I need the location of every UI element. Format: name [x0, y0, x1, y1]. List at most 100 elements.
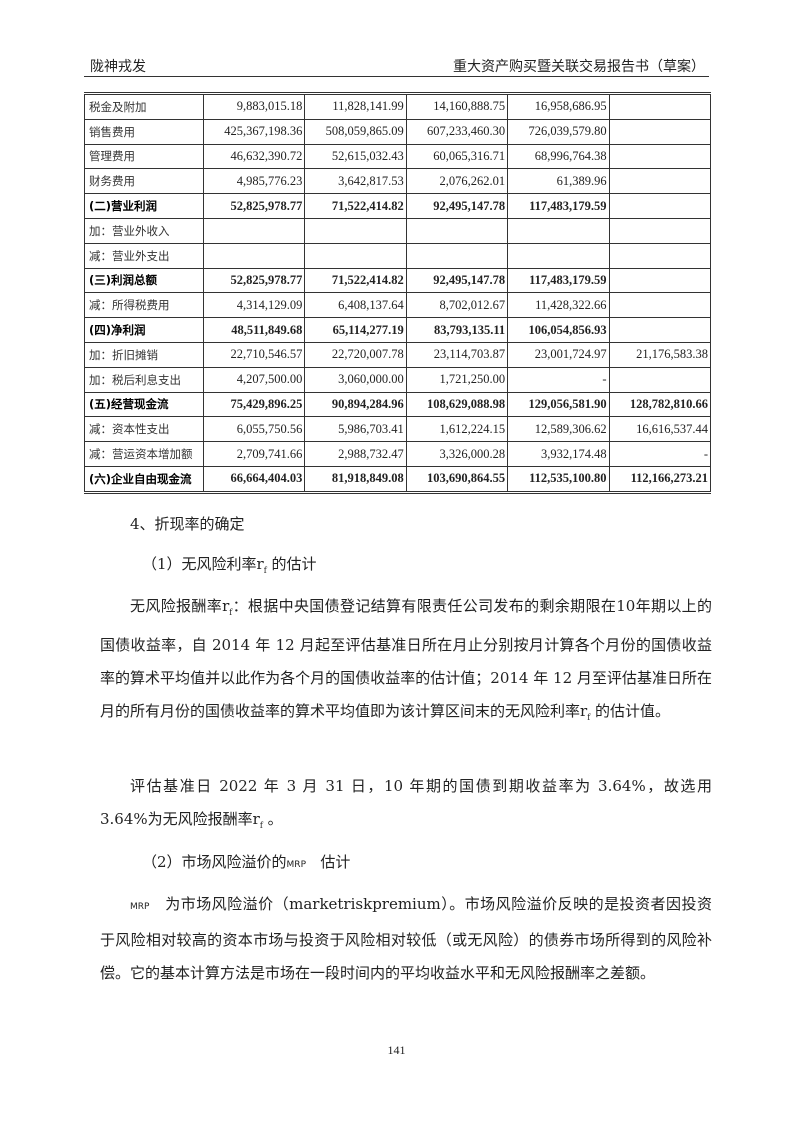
cash-flow-table: 税金及附加 9,883,015.18 11,828,141.99 14,160,888… [84, 92, 712, 494]
cell-value: 65,114,277.19 [304, 317, 407, 343]
row-label: (五)经营现金流 [84, 391, 204, 418]
row-label: (二)营业利润 [84, 193, 204, 219]
cell-value [608, 217, 712, 244]
table-row: 加：折旧摊销 22,710,546.57 22,720,007.78 23,114,7… [84, 341, 712, 368]
cell-value: 129,056,581.90 [507, 391, 610, 418]
paragraph: MRP 为市场风险溢价（marketriskpremium）。市场风险溢价反映的… [100, 895, 712, 982]
cell-value: 508,059,865.09 [304, 118, 407, 145]
row-label: 加：折旧摊销 [84, 341, 204, 368]
table-row: (五)经营现金流 75,429,896.25 90,894,284.96 108,62… [84, 391, 712, 418]
cell-value [405, 217, 509, 244]
table-row: 减：所得税费用 4,314,129.09 6,408,137.64 8,702,012… [84, 292, 712, 319]
cell-value [405, 242, 509, 269]
cell-value [608, 193, 712, 219]
row-label: (三)利润总额 [84, 267, 204, 294]
cell-value: - [608, 441, 712, 467]
cell-value: 92,495,147.78 [405, 193, 509, 219]
cell-value: 1,612,224.15 [405, 416, 509, 443]
cell-value: 52,615,032.43 [304, 143, 407, 170]
table-row: 减：资本性支出 6,055,750.56 5,986,703.41 1,612,224… [84, 416, 712, 443]
cell-value [608, 292, 712, 319]
cell-value [608, 267, 712, 294]
row-label: 减：营运资本增加额 [84, 441, 204, 467]
cell-value [304, 242, 407, 269]
cell-value: 3,642,817.53 [304, 168, 407, 195]
cell-value: 60,065,316.71 [405, 143, 509, 170]
cell-value: 128,782,810.66 [608, 391, 712, 418]
table-row: 加：税后利息支出 4,207,500.00 3,060,000.00 1,721,25… [84, 366, 712, 393]
cell-value: 6,408,137.64 [304, 292, 407, 319]
cell-value: 22,710,546.57 [202, 341, 306, 368]
cell-value [608, 317, 712, 343]
row-label: 减：营业外支出 [84, 242, 204, 269]
table-row: 销售费用 425,367,198.36 508,059,865.09 607,233,… [84, 118, 712, 145]
cell-value: 4,207,500.00 [202, 366, 306, 393]
cell-value: 4,985,776.23 [202, 168, 306, 195]
cell-value: 3,326,000.28 [405, 441, 509, 467]
cell-value [608, 93, 712, 120]
cell-value [202, 217, 306, 244]
row-label: 销售费用 [84, 118, 204, 145]
paragraph: 评估基准日 2022 年 3 月 31 日，10 年期的国债到期收益率为 3.6… [100, 777, 712, 830]
table-row: 减：营业外支出 [84, 242, 712, 269]
cell-value: 2,709,741.66 [202, 441, 306, 467]
cell-value: 9,883,015.18 [202, 93, 306, 120]
table-row: (四)净利润 48,511,849.68 65,114,277.19 83,793,1… [84, 317, 712, 343]
cell-value: 103,690,864.55 [405, 465, 509, 493]
cell-value: 3,060,000.00 [304, 366, 407, 393]
cell-value: 6,055,750.56 [202, 416, 306, 443]
cell-value [202, 242, 306, 269]
cell-value [608, 168, 712, 195]
table-row: (三)利润总额 52,825,978.77 71,522,414.82 92,495,… [84, 267, 712, 294]
table-row: 税金及附加 9,883,015.18 11,828,141.99 14,160,888… [84, 93, 712, 120]
row-label: 管理费用 [84, 143, 204, 170]
cell-value [608, 366, 712, 393]
cell-value [608, 242, 712, 269]
cell-value: 48,511,849.68 [202, 317, 306, 343]
cell-value: 71,522,414.82 [304, 193, 407, 219]
cell-value [507, 217, 610, 244]
cell-value: 3,932,174.48 [507, 441, 610, 467]
cell-value [608, 143, 712, 170]
cell-value: 81,918,849.08 [304, 465, 407, 493]
subsection-heading: （1）无风险利率rf 的估计 [142, 555, 317, 575]
cell-value: 66,664,404.03 [202, 465, 306, 493]
company-name: 陇神戎发 [90, 59, 146, 75]
cell-value: 52,825,978.77 [202, 267, 306, 294]
cell-value: 92,495,147.78 [405, 267, 509, 294]
cell-value: 5,986,703.41 [304, 416, 407, 443]
cell-value: 2,076,262.01 [405, 168, 509, 195]
row-label: 减：资本性支出 [84, 416, 204, 443]
row-label: 财务费用 [84, 168, 204, 195]
section-heading: 4、折现率的确定 [130, 515, 245, 533]
table-row: 管理费用 46,632,390.72 52,615,032.43 60,065,316… [84, 143, 712, 170]
page-header: 陇神戎发 重大资产购买暨关联交易报告书（草案） [84, 54, 709, 77]
cell-value: 90,894,284.96 [304, 391, 407, 418]
cell-value: 2,988,732.47 [304, 441, 407, 467]
cell-value: 23,114,703.87 [405, 341, 509, 368]
row-label: (四)净利润 [84, 317, 204, 343]
table-row: (六)企业自由现金流 66,664,404.03 81,918,849.08 103,… [84, 465, 712, 493]
cell-value: 106,054,856.93 [507, 317, 610, 343]
cell-value: 11,428,322.66 [507, 292, 610, 319]
table-row: 财务费用 4,985,776.23 3,642,817.53 2,076,262.01… [84, 168, 712, 195]
cell-value: 23,001,724.97 [507, 341, 610, 368]
cell-value: 21,176,583.38 [608, 341, 712, 368]
cell-value [304, 217, 407, 244]
cell-value: 11,828,141.99 [304, 93, 407, 120]
cell-value [608, 118, 712, 145]
cell-value: 22,720,007.78 [304, 341, 407, 368]
cell-value: 4,314,129.09 [202, 292, 306, 319]
row-label: 税金及附加 [84, 93, 204, 120]
cell-value [507, 242, 610, 269]
cell-value: 83,793,135.11 [405, 317, 509, 343]
cell-value: 8,702,012.67 [405, 292, 509, 319]
cell-value: 52,825,978.77 [202, 193, 306, 219]
cell-value: 68,996,764.38 [507, 143, 610, 170]
cell-value: 108,629,088.98 [405, 391, 509, 418]
cell-value: 71,522,414.82 [304, 267, 407, 294]
table-row: (二)营业利润 52,825,978.77 71,522,414.82 92,495,… [84, 193, 712, 219]
document-title: 重大资产购买暨关联交易报告书（草案） [453, 59, 705, 75]
cell-value: 117,483,179.59 [507, 267, 610, 294]
